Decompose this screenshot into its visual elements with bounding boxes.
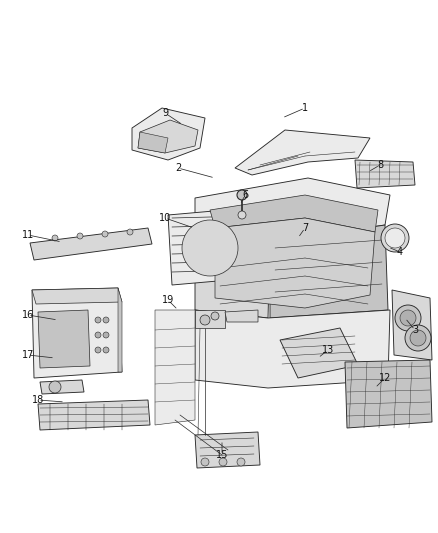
Circle shape — [95, 317, 101, 323]
Text: 15: 15 — [216, 450, 228, 460]
Circle shape — [52, 235, 58, 241]
Text: 1: 1 — [302, 103, 308, 113]
Polygon shape — [40, 380, 84, 394]
Polygon shape — [138, 132, 168, 153]
Text: 17: 17 — [22, 350, 34, 360]
Polygon shape — [195, 228, 270, 318]
Text: 6: 6 — [242, 190, 248, 200]
Circle shape — [211, 312, 219, 320]
Circle shape — [127, 229, 133, 235]
Circle shape — [385, 228, 405, 248]
Polygon shape — [235, 130, 370, 175]
Polygon shape — [195, 310, 225, 328]
Circle shape — [405, 325, 431, 351]
Text: 11: 11 — [22, 230, 34, 240]
Text: 19: 19 — [162, 295, 174, 305]
Polygon shape — [355, 160, 415, 188]
Polygon shape — [155, 310, 195, 425]
Polygon shape — [210, 195, 378, 232]
Circle shape — [238, 211, 246, 219]
Polygon shape — [392, 290, 432, 360]
Polygon shape — [168, 208, 252, 285]
Polygon shape — [280, 328, 358, 378]
Text: 10: 10 — [159, 213, 171, 223]
Polygon shape — [225, 310, 258, 322]
Circle shape — [49, 381, 61, 393]
Text: 9: 9 — [162, 108, 168, 118]
Polygon shape — [345, 360, 432, 428]
Circle shape — [400, 310, 416, 326]
Circle shape — [410, 330, 426, 346]
Text: 18: 18 — [32, 395, 44, 405]
Circle shape — [103, 347, 109, 353]
Circle shape — [95, 347, 101, 353]
Circle shape — [219, 458, 227, 466]
Polygon shape — [32, 288, 122, 378]
Polygon shape — [195, 432, 260, 468]
Text: 7: 7 — [302, 223, 308, 233]
Polygon shape — [32, 288, 122, 304]
Polygon shape — [38, 310, 90, 368]
Circle shape — [381, 224, 409, 252]
Circle shape — [182, 220, 238, 276]
Polygon shape — [270, 225, 388, 318]
Polygon shape — [215, 218, 375, 308]
Circle shape — [95, 332, 101, 338]
Text: 4: 4 — [397, 247, 403, 257]
Circle shape — [77, 233, 83, 239]
Circle shape — [201, 458, 209, 466]
Text: 16: 16 — [22, 310, 34, 320]
Polygon shape — [138, 120, 198, 153]
Circle shape — [103, 332, 109, 338]
Circle shape — [395, 305, 421, 331]
Circle shape — [103, 317, 109, 323]
Circle shape — [237, 458, 245, 466]
Polygon shape — [30, 228, 152, 260]
Text: 2: 2 — [175, 163, 181, 173]
Polygon shape — [195, 178, 390, 242]
Text: 3: 3 — [412, 325, 418, 335]
Polygon shape — [132, 108, 205, 160]
Polygon shape — [118, 288, 122, 372]
Text: 12: 12 — [379, 373, 391, 383]
Circle shape — [102, 231, 108, 237]
Polygon shape — [38, 400, 150, 430]
Text: 13: 13 — [322, 345, 334, 355]
Circle shape — [237, 190, 247, 200]
Polygon shape — [195, 310, 390, 388]
Circle shape — [200, 315, 210, 325]
Text: 8: 8 — [377, 160, 383, 170]
